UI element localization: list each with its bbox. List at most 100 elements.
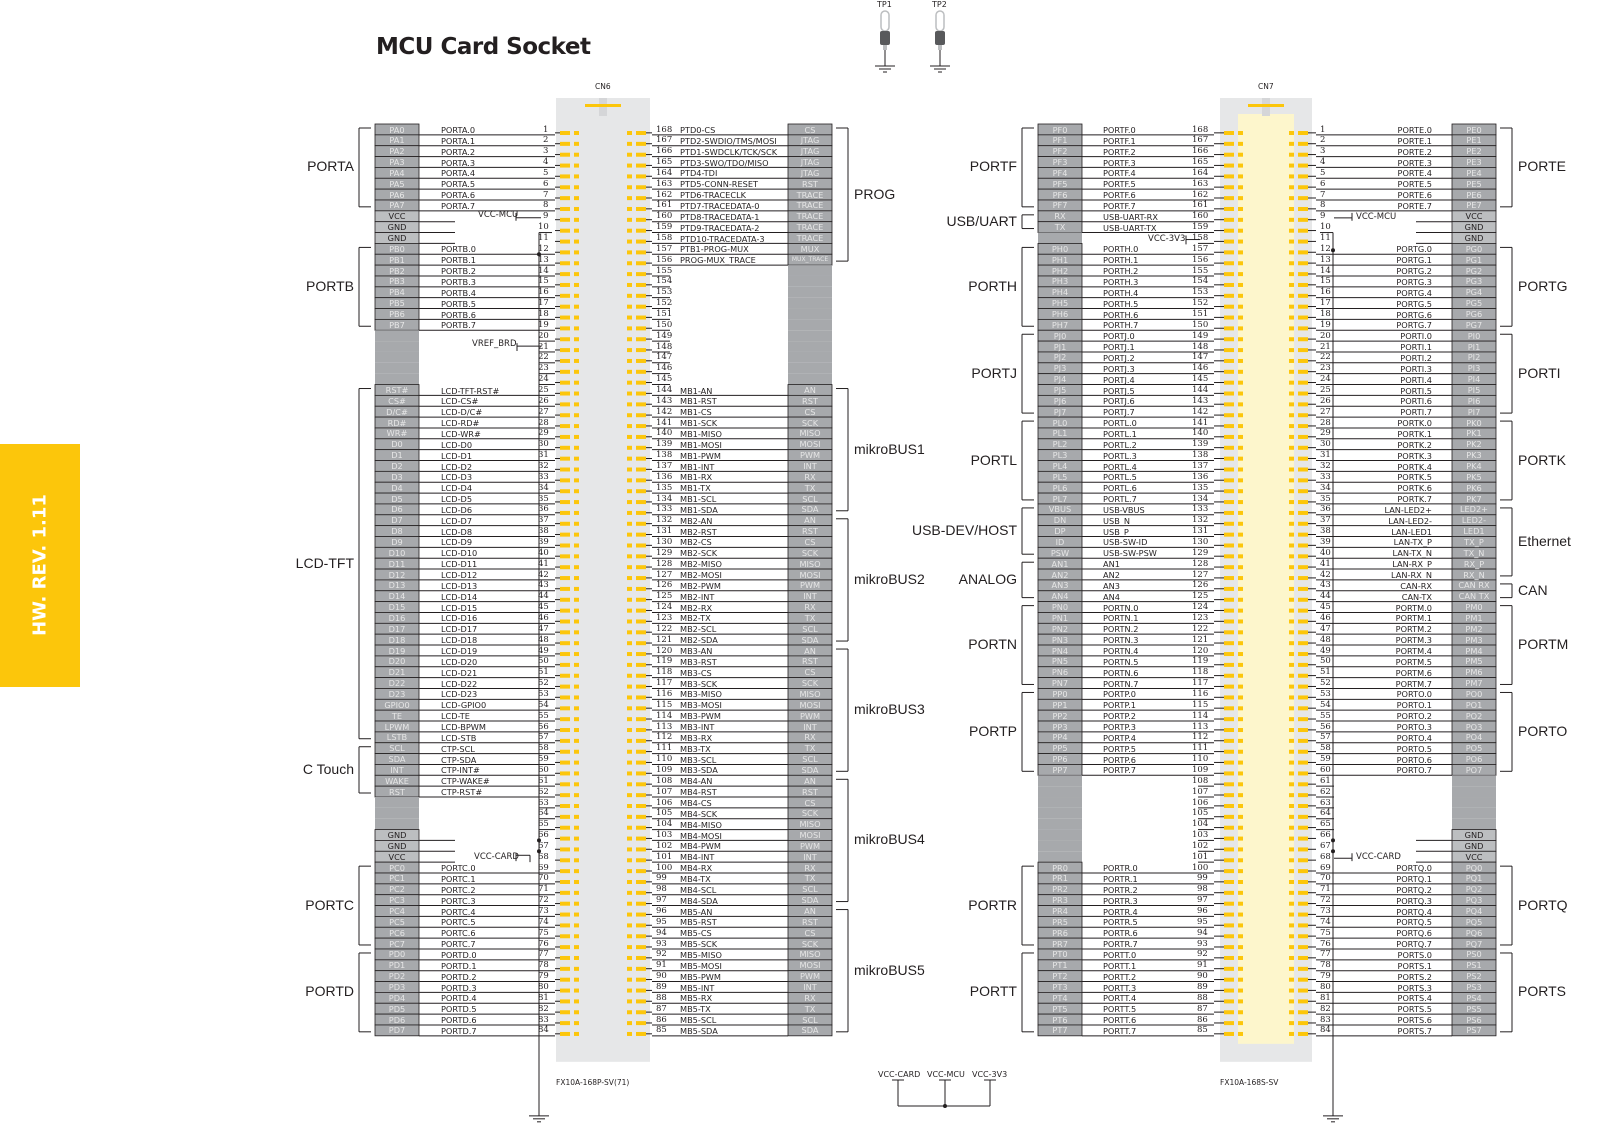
- pin-pad: [636, 890, 646, 895]
- pin-cell-label: MOSI: [799, 569, 821, 580]
- signal-label: PORTL.4: [1103, 461, 1137, 472]
- pin-pad: [1224, 814, 1234, 819]
- pin-cell-label: PP0: [1052, 688, 1068, 699]
- pin-number: 137: [1192, 461, 1209, 471]
- pin-cell-label: VCC: [1465, 851, 1483, 862]
- pin-number: 66: [538, 830, 549, 841]
- pin-cell-label: SCL: [802, 1014, 818, 1025]
- pin-number: 139: [1192, 439, 1209, 450]
- pin-number: 76: [1320, 938, 1331, 949]
- pin-pad: [1224, 586, 1234, 591]
- pin-pad: [574, 304, 579, 309]
- pin-pad: [627, 955, 632, 960]
- pin-number: 115: [1192, 699, 1209, 710]
- pin-number: 89: [656, 982, 667, 993]
- pin-pad: [1298, 793, 1308, 798]
- pin-pad: [1298, 163, 1308, 168]
- pin-pad: [1238, 576, 1243, 581]
- signal-label: PORTJ.4: [1103, 374, 1135, 385]
- signal-label: PORTC.6: [441, 928, 476, 939]
- signal-label: MB3-AN: [680, 646, 713, 657]
- pin-pad: [627, 825, 632, 830]
- signal-label: LCD-D14: [441, 591, 478, 602]
- pin-pad: [636, 185, 646, 190]
- pin-number: 69: [538, 862, 549, 873]
- pin-number: 121: [656, 634, 673, 645]
- pin-pad: [1289, 380, 1294, 385]
- pin-number: 9: [543, 211, 549, 222]
- signal-label: MB4-RST: [680, 787, 717, 798]
- pin-pad: [560, 608, 570, 613]
- pin-pad: [574, 391, 579, 396]
- pin-pad: [636, 272, 646, 277]
- signal-label: USB-VBUS: [1103, 504, 1145, 515]
- pin-pad: [1224, 445, 1234, 450]
- pin-number: 123: [656, 612, 673, 623]
- signal-label: MB5-AN: [680, 906, 713, 917]
- pin-number: 118: [1192, 667, 1209, 678]
- pin-cell-label: PM7: [1465, 678, 1483, 689]
- pin-pad: [1289, 673, 1294, 678]
- pin-number: 85: [1197, 1025, 1208, 1036]
- pin-pad: [574, 717, 579, 722]
- pin-number: 6: [1320, 178, 1326, 189]
- pin-number: 155: [656, 265, 673, 276]
- pin-cell-label: AN: [804, 645, 816, 656]
- pin-cell: [1038, 232, 1082, 244]
- signal-label: PORTK.0: [1397, 418, 1432, 429]
- signal-label: PORTE.4: [1397, 168, 1432, 179]
- signal-label: PORTF.7: [1103, 200, 1136, 211]
- pin-number: 112: [656, 732, 673, 743]
- signal-label: MB1-SDA: [680, 504, 718, 515]
- pin-number: 8: [543, 200, 549, 211]
- pin-pad: [1224, 196, 1234, 201]
- signal-label: LCD-D15: [441, 602, 478, 613]
- pin-pad: [574, 131, 579, 135]
- pin-pad: [574, 912, 579, 917]
- pin-pad: [1298, 619, 1308, 624]
- signal-label: LCD-STB: [441, 732, 477, 743]
- signal-label: PORTK.3: [1397, 450, 1432, 461]
- pin-number: 109: [1192, 764, 1209, 775]
- signal-label: PORTO.3: [1396, 722, 1432, 733]
- pin-number: 25: [538, 385, 549, 396]
- pin-cell-label: PF7: [1052, 200, 1068, 211]
- signal-label: PORTB.4: [441, 287, 476, 298]
- pin-number: 132: [656, 515, 673, 526]
- signal-label: LCD-TE: [441, 711, 470, 722]
- pin-cell-label: PS6: [1466, 1014, 1482, 1025]
- pin-cell: [1038, 840, 1082, 852]
- signal-label: USB-SW-ID: [1103, 537, 1148, 548]
- pin-pad: [574, 923, 579, 928]
- pin-number: 91: [1197, 960, 1208, 971]
- pin-cell-label: PF2: [1052, 146, 1068, 157]
- pin-number: 35: [1320, 493, 1331, 504]
- pin-number: 25: [1320, 385, 1331, 396]
- pin-pad: [560, 152, 570, 157]
- pin-pad: [1238, 988, 1243, 993]
- pin-cell-label: PC6: [389, 927, 405, 938]
- signal-label: LCD-D17: [441, 624, 478, 635]
- signal-label: MB4-RX: [680, 863, 713, 874]
- pin-cell-label: SDA: [388, 754, 406, 765]
- pin-number: 131: [1192, 526, 1209, 537]
- pin-pad: [574, 619, 579, 624]
- pin-pad: [1224, 728, 1234, 733]
- pin-pad: [1224, 261, 1234, 266]
- pin-cell: [1037, 1024, 1083, 1037]
- pin-cell-label: PF6: [1052, 189, 1068, 200]
- signal-label: PORTC.5: [441, 917, 476, 928]
- pin-number: 91: [656, 960, 667, 971]
- pin-cell-label: PP4: [1052, 732, 1068, 743]
- pin-pad: [1224, 532, 1234, 537]
- pin-pad: [1298, 728, 1308, 733]
- pin-number: 39: [1320, 536, 1331, 547]
- pin-number: 19: [538, 319, 549, 330]
- pin-pad: [1298, 912, 1308, 917]
- pin-number: 133: [1192, 504, 1209, 515]
- pin-pad: [636, 391, 646, 396]
- signal-label: LCD-D21: [441, 667, 478, 678]
- signal-label: PORTE.5: [1397, 179, 1432, 190]
- pin-cell-label: MUX: [800, 243, 820, 254]
